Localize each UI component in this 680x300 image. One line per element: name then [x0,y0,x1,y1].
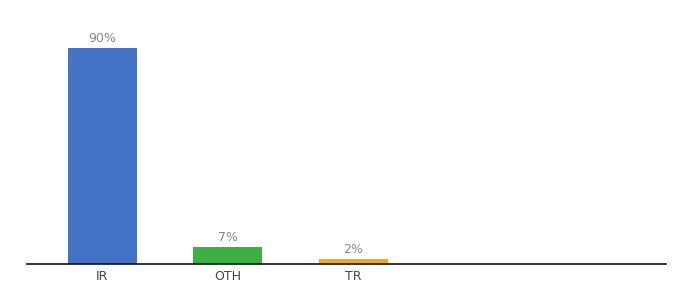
Bar [68,48,137,264]
Bar [319,259,388,264]
Bar [193,247,262,264]
Text: 7%: 7% [218,231,238,244]
Text: 2%: 2% [343,243,363,256]
Text: 90%: 90% [88,32,116,45]
